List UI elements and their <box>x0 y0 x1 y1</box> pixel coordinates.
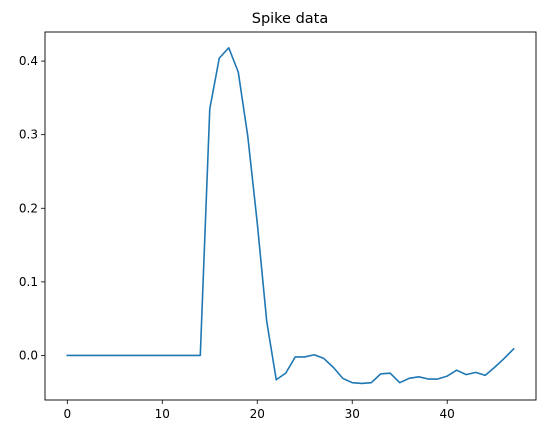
chart-title: Spike data <box>252 11 329 27</box>
y-tick-label: 0.2 <box>19 201 38 215</box>
y-tick-label: 0.0 <box>19 348 38 362</box>
x-tick-label: 0 <box>63 407 71 421</box>
x-tick-label: 30 <box>345 407 360 421</box>
y-tick-label: 0.3 <box>19 128 38 142</box>
y-tick-label: 0.1 <box>19 275 38 289</box>
spike-series-line <box>66 47 515 385</box>
y-tick-label: 0.4 <box>19 54 38 68</box>
axes-frame <box>44 31 537 401</box>
x-tick-label: 40 <box>440 407 455 421</box>
x-tick-label: 20 <box>250 407 265 421</box>
x-tick-label: 10 <box>155 407 170 421</box>
